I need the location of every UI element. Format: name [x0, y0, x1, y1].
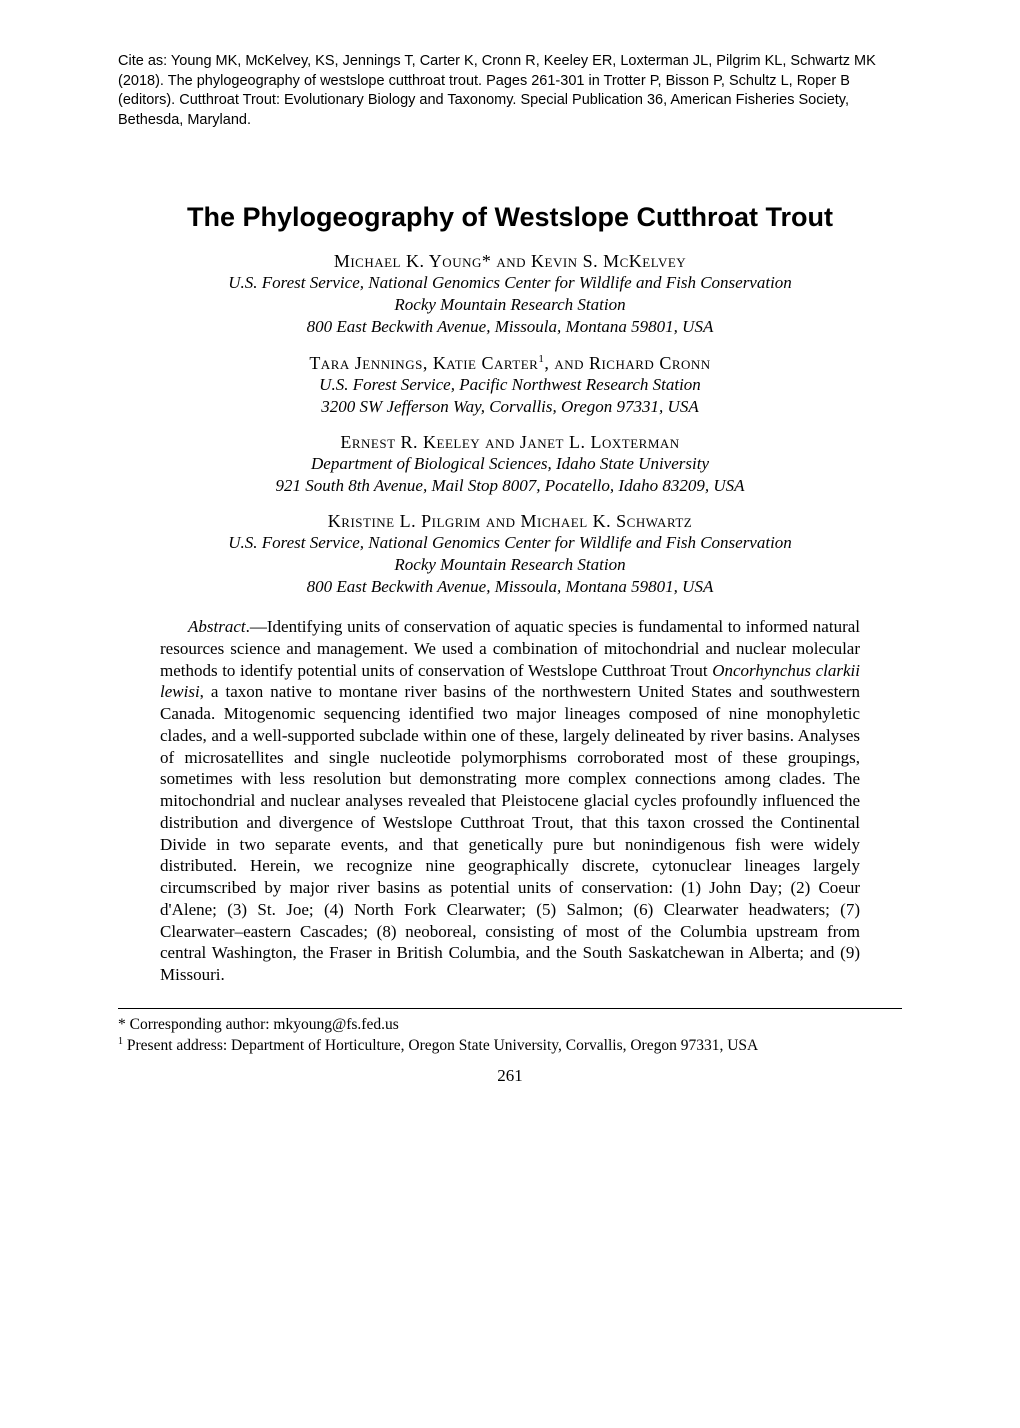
author-block-2: Tara Jennings, Katie Carter1, and Richar… — [118, 353, 902, 418]
author-names: Kristine L. Pilgrim and Michael K. Schwa… — [118, 511, 902, 532]
affiliation-line: Rocky Mountain Research Station — [118, 294, 902, 316]
affiliation-line: U.S. Forest Service, Pacific Northwest R… — [118, 374, 902, 396]
author-names: Tara Jennings, Katie Carter1, and Richar… — [118, 353, 902, 374]
paper-title: The Phylogeography of Westslope Cutthroa… — [118, 202, 902, 233]
author-block-3: Ernest R. Keeley and Janet L. Loxterman … — [118, 432, 902, 497]
affiliation-line: 921 South 8th Avenue, Mail Stop 8007, Po… — [118, 475, 902, 497]
author-names: Ernest R. Keeley and Janet L. Loxterman — [118, 432, 902, 453]
footnote-rule — [118, 1008, 902, 1009]
citation-block: Cite as: Young MK, McKelvey, KS, Jenning… — [118, 52, 902, 130]
footnote-corresponding: * Corresponding author: mkyoung@fs.fed.u… — [118, 1015, 902, 1035]
author-block-1: Michael K. Young* and Kevin S. McKelvey … — [118, 251, 902, 338]
affiliation-line: U.S. Forest Service, National Genomics C… — [118, 272, 902, 294]
affiliation-line: Rocky Mountain Research Station — [118, 554, 902, 576]
affiliation-line: Department of Biological Sciences, Idaho… — [118, 453, 902, 475]
affiliation-line: 800 East Beckwith Avenue, Missoula, Mont… — [118, 576, 902, 598]
page-number: 261 — [118, 1066, 902, 1086]
affiliation-line: 800 East Beckwith Avenue, Missoula, Mont… — [118, 316, 902, 338]
author-names: Michael K. Young* and Kevin S. McKelvey — [118, 251, 902, 272]
footnote-present-address: 1 Present address: Department of Horticu… — [118, 1035, 902, 1056]
abstract-paragraph: Abstract.—Identifying units of conservat… — [160, 616, 860, 986]
affiliation-line: U.S. Forest Service, National Genomics C… — [118, 532, 902, 554]
author-block-4: Kristine L. Pilgrim and Michael K. Schwa… — [118, 511, 902, 598]
affiliation-line: 3200 SW Jefferson Way, Corvallis, Oregon… — [118, 396, 902, 418]
